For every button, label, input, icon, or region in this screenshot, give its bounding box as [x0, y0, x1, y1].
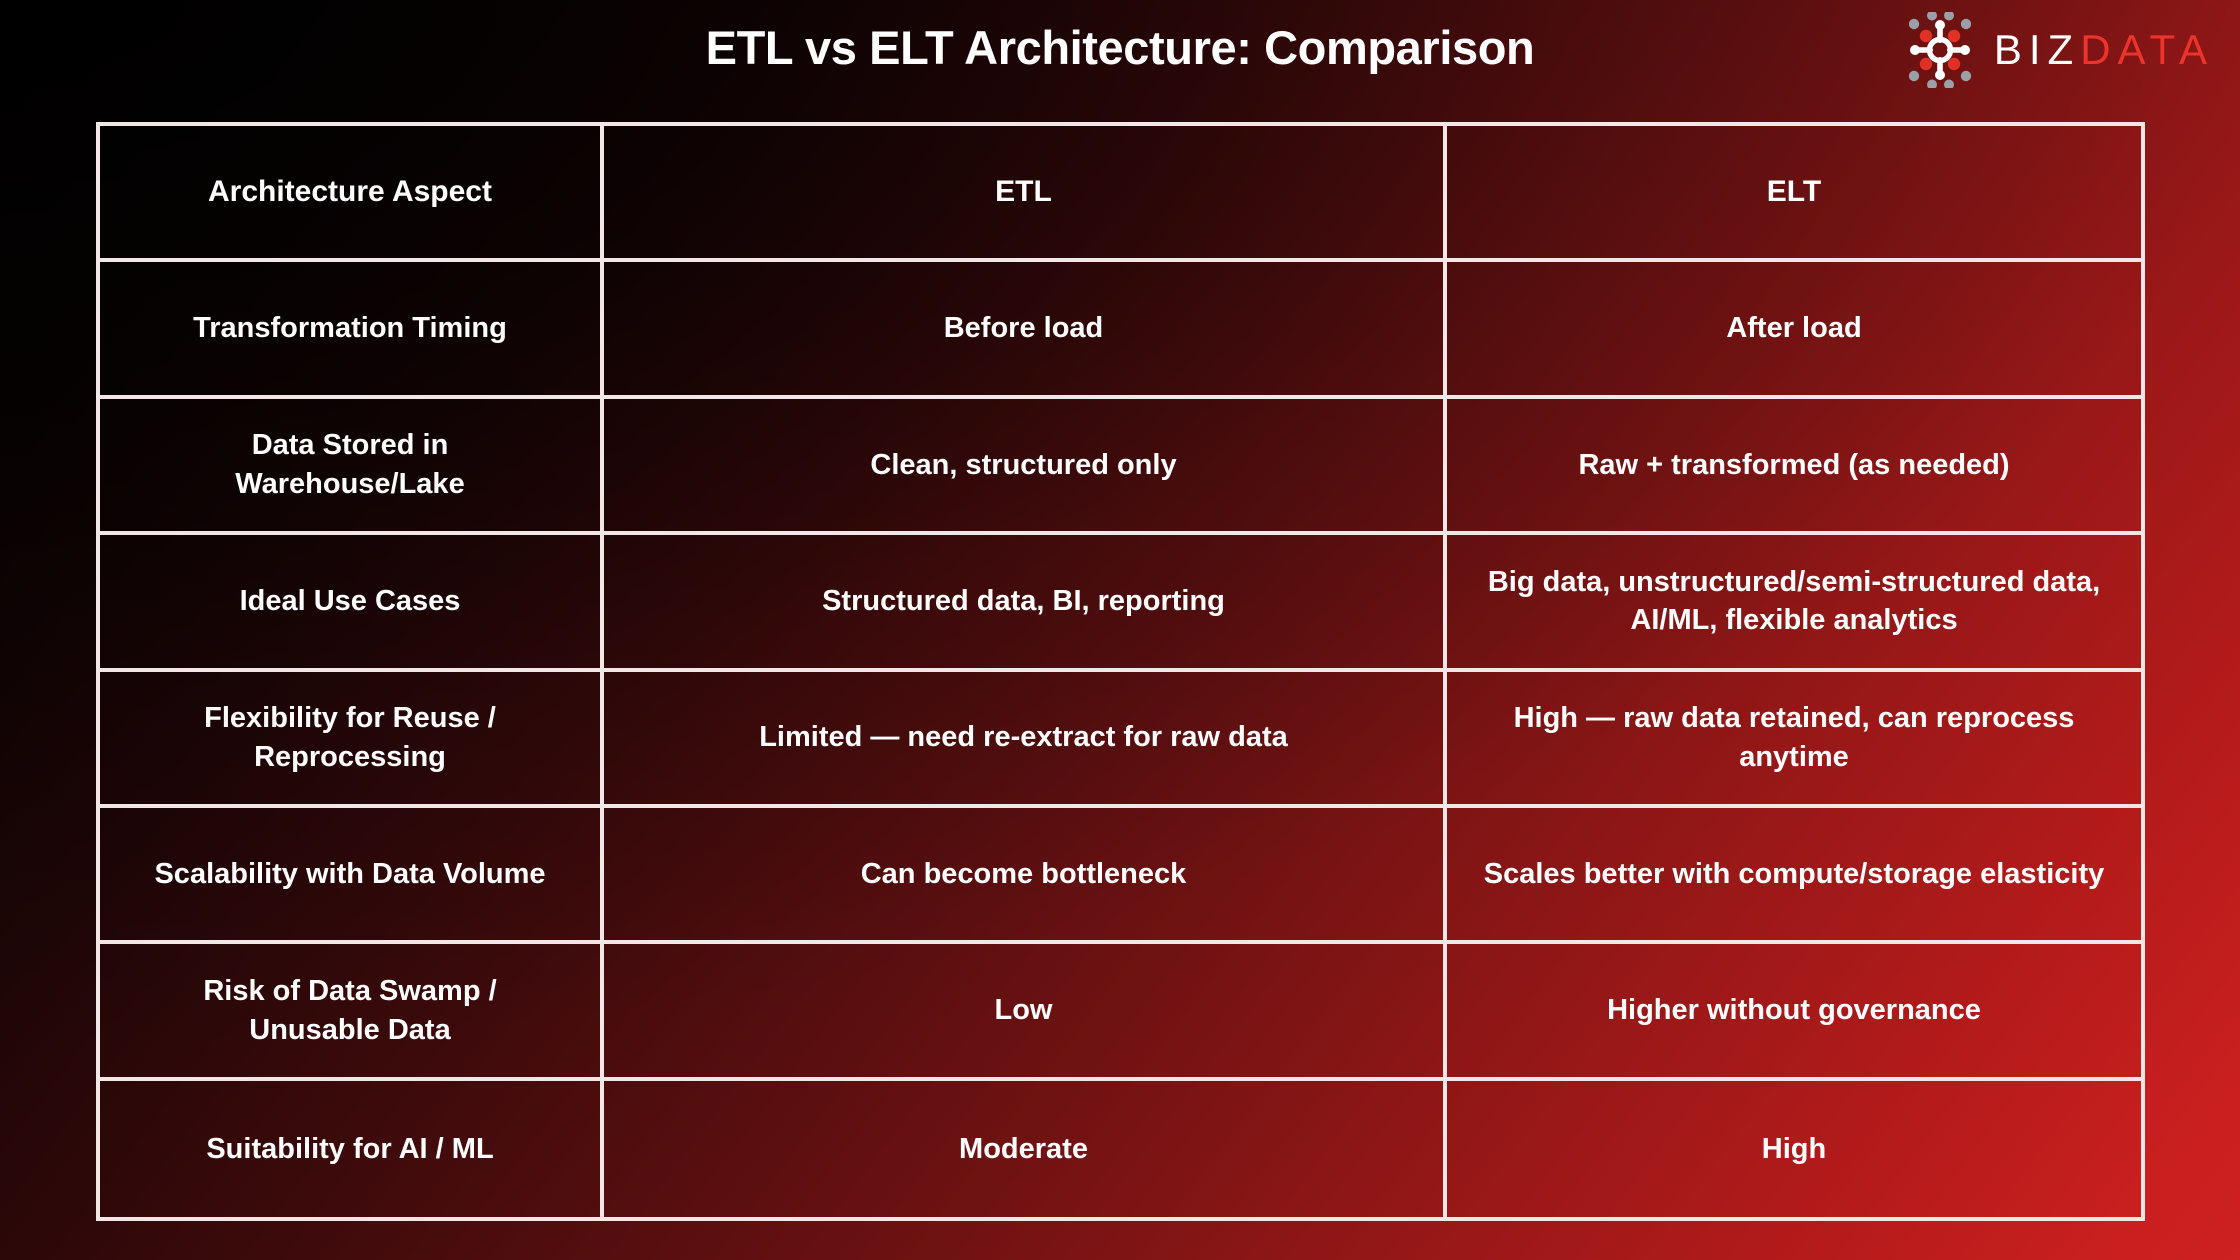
- cell-elt: Scales better with compute/storage elast…: [1447, 808, 2141, 945]
- cell-aspect: Scalability with Data Volume: [100, 807, 604, 945]
- cell-etl: Structured data, BI, reporting: [604, 535, 1447, 672]
- table-row: Flexibility for Reuse / Reprocessing Lim…: [100, 671, 2141, 808]
- table-row: Transformation Timing Before load After …: [100, 262, 2141, 399]
- logo-word-data: DATA: [2080, 26, 2214, 73]
- cell-etl: Before load: [604, 262, 1447, 399]
- column-header-etl: ETL: [604, 126, 1447, 263]
- cell-aspect: Ideal Use Cases: [100, 535, 604, 672]
- cell-elt: After load: [1447, 262, 2141, 399]
- cell-etl: Moderate: [604, 1080, 1447, 1218]
- comparison-table: Architecture Aspect ETL ELT Transformati…: [96, 122, 2145, 1222]
- table-row: Suitability for AI / ML Moderate High: [100, 1080, 2141, 1218]
- table-row: Ideal Use Cases Structured data, BI, rep…: [100, 535, 2141, 672]
- cell-elt: Raw + transformed (as needed): [1447, 399, 2141, 536]
- column-header-aspect: Architecture Aspect: [100, 126, 604, 263]
- cell-etl: Can become bottleneck: [604, 807, 1447, 945]
- cell-elt: High — raw data retained, can reprocess …: [1447, 672, 2141, 808]
- column-header-elt: ELT: [1447, 126, 2141, 263]
- table-row: Data Stored in Warehouse/Lake Clean, str…: [100, 398, 2141, 536]
- header: ETL vs ELT Architecture: Comparison: [0, 0, 2240, 122]
- table-row: Risk of Data Swamp / Unusable Data Low H…: [100, 944, 2141, 1081]
- cell-etl: Limited — need re-extract for raw data: [604, 671, 1447, 808]
- cell-aspect: Transformation Timing: [100, 262, 604, 399]
- bizdata-wordmark: BIZDATA: [1994, 12, 2214, 88]
- bizdata-network-hub-icon: [1902, 12, 1978, 88]
- cell-elt: Big data, unstructured/semi-structured d…: [1447, 535, 2141, 672]
- cell-etl: Clean, structured only: [604, 398, 1447, 536]
- bizdata-logo: BIZDATA: [1902, 12, 2214, 88]
- cell-elt: Higher without governance: [1447, 944, 2141, 1081]
- logo-word-biz: BIZ: [1993, 26, 2081, 73]
- cell-aspect: Suitability for AI / ML: [100, 1080, 604, 1218]
- table-row: Scalability with Data Volume Can become …: [100, 807, 2141, 945]
- cell-elt: High: [1761, 1132, 1827, 1165]
- table-header-row: Architecture Aspect ETL ELT: [100, 126, 2141, 263]
- cell-aspect: Data Stored in Warehouse/Lake: [100, 398, 604, 536]
- cell-aspect: Risk of Data Swamp / Unusable Data: [100, 944, 604, 1081]
- cell-aspect: Flexibility for Reuse / Reprocessing: [100, 671, 604, 808]
- page-title: ETL vs ELT Architecture: Comparison: [705, 21, 1535, 74]
- cell-etl: Low: [604, 944, 1447, 1081]
